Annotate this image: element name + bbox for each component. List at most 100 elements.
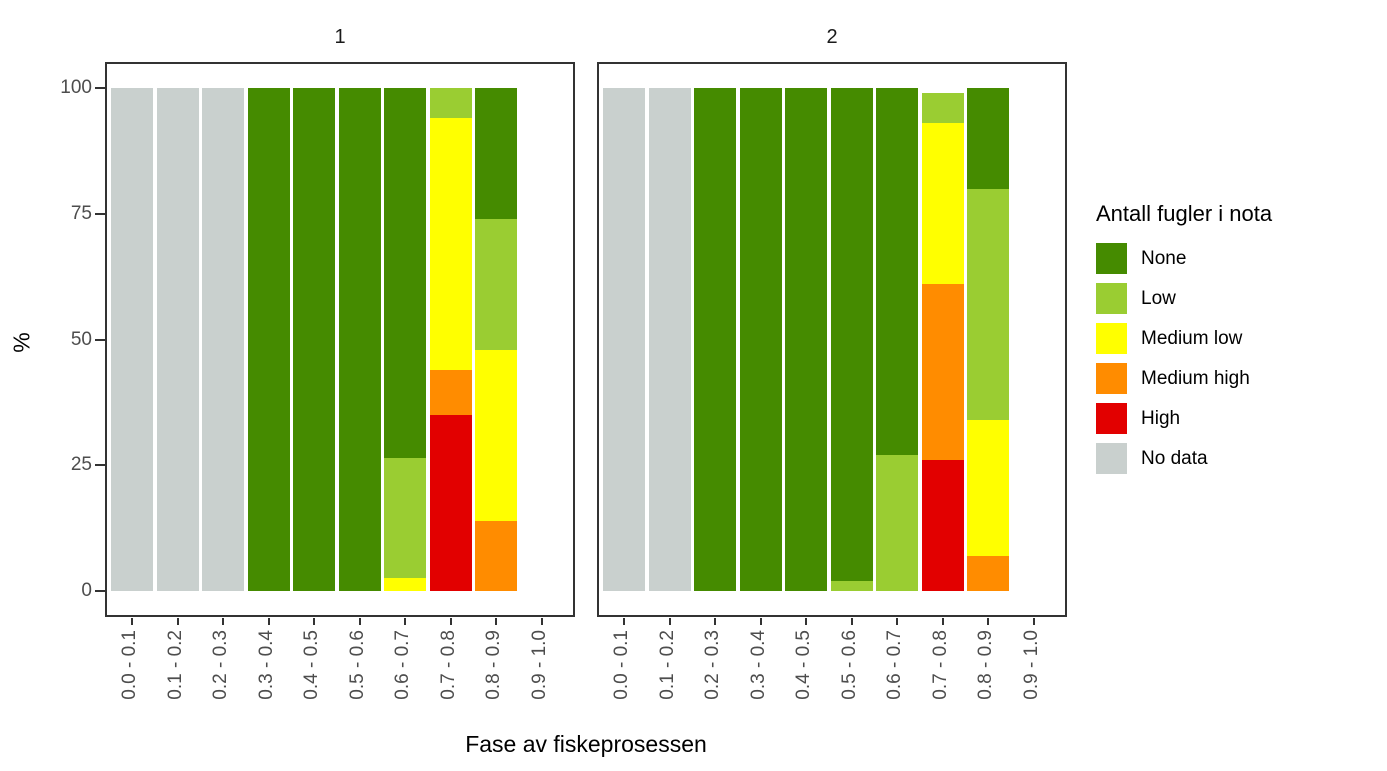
bar-segment-medium-high bbox=[429, 369, 472, 415]
y-axis-tick bbox=[95, 87, 105, 89]
bar-segment-low bbox=[830, 580, 873, 591]
bar-segment-high bbox=[429, 414, 472, 591]
x-tick-label: 0.5 - 0.6 bbox=[346, 630, 368, 700]
x-axis-tick bbox=[623, 618, 625, 625]
bar-segment-medium-high bbox=[475, 520, 517, 591]
legend-entry: Low bbox=[1096, 283, 1272, 314]
y-axis-tick bbox=[95, 464, 105, 467]
bar-segment-no-data bbox=[648, 88, 691, 591]
bar-segment-low bbox=[384, 457, 426, 579]
x-tick-label: 0.4 - 0.5 bbox=[793, 630, 814, 700]
bar-segment-medium-low bbox=[475, 349, 517, 521]
bar bbox=[475, 88, 517, 591]
x-axis-tick bbox=[222, 618, 224, 625]
legend-swatch-low bbox=[1096, 283, 1127, 314]
x-axis-tick bbox=[131, 618, 133, 625]
x-tick-label: 0.1 - 0.2 bbox=[656, 630, 678, 700]
y-tick-label: 100 bbox=[60, 77, 92, 98]
bar bbox=[739, 88, 782, 591]
y-tick-label: 25 bbox=[70, 454, 92, 476]
legend-swatch-medium-low bbox=[1096, 323, 1127, 354]
bar bbox=[1013, 88, 1055, 591]
bar bbox=[338, 88, 381, 591]
x-axis-tick bbox=[850, 618, 853, 625]
legend-label: Medium low bbox=[1141, 327, 1243, 349]
legend-entry: Medium low bbox=[1096, 323, 1272, 354]
x-axis-tick bbox=[404, 618, 406, 625]
legend-title: Antall fugler i nota bbox=[1096, 201, 1273, 226]
bar-segment-none bbox=[384, 88, 426, 458]
bar bbox=[830, 88, 873, 591]
bar-segment-none bbox=[694, 88, 736, 591]
bar bbox=[202, 88, 244, 591]
bar bbox=[429, 87, 472, 591]
bar-segment-none bbox=[785, 88, 827, 591]
bar-segment-low bbox=[876, 455, 918, 591]
x-axis-tick bbox=[941, 618, 944, 625]
bar bbox=[156, 88, 199, 591]
legend-label: None bbox=[1141, 247, 1187, 269]
x-axis-tick bbox=[896, 618, 898, 625]
bar bbox=[111, 88, 153, 591]
x-axis-tick bbox=[495, 618, 497, 625]
bar bbox=[521, 88, 563, 591]
bar-segment-no-data bbox=[111, 88, 153, 591]
x-tick-label: 0.4 - 0.5 bbox=[301, 630, 322, 700]
bar-segment-no-data bbox=[603, 88, 645, 591]
x-tick-label: 0.7 - 0.8 bbox=[929, 630, 951, 700]
x-tick-label: 0.9 - 1.0 bbox=[528, 630, 550, 700]
x-axis-tick bbox=[449, 618, 452, 625]
legend-swatch-no-data bbox=[1096, 443, 1127, 474]
x-axis-tick bbox=[176, 618, 179, 625]
legend-swatch-high bbox=[1096, 403, 1127, 434]
x-axis-tick bbox=[313, 618, 315, 625]
x-axis-tick bbox=[668, 618, 671, 625]
x-axis-tick bbox=[805, 618, 807, 625]
bar-segment-none bbox=[338, 88, 381, 591]
x-tick-label: 0.3 - 0.4 bbox=[747, 630, 769, 700]
legend-label: No data bbox=[1141, 447, 1208, 469]
bar bbox=[648, 88, 691, 591]
x-tick-label: 0.1 - 0.2 bbox=[164, 630, 186, 700]
x-tick-label: 0.2 - 0.3 bbox=[210, 630, 231, 700]
bar bbox=[603, 88, 645, 591]
legend-swatch-medium-high bbox=[1096, 363, 1127, 394]
x-axis-tick bbox=[759, 618, 762, 625]
bar-segment-medium-high bbox=[967, 555, 1009, 591]
x-axis-tick bbox=[267, 618, 270, 625]
bar-segment-none bbox=[967, 88, 1009, 189]
legend: Antall fugler i nota None Low Medium low Me… bbox=[1096, 201, 1272, 483]
bar-segment-none bbox=[830, 88, 873, 581]
y-tick-label: 75 bbox=[70, 202, 92, 224]
bar-segment-no-data bbox=[202, 88, 244, 591]
x-axis-tick bbox=[540, 618, 543, 625]
bar-segment-no-data bbox=[156, 88, 199, 591]
legend-entry: No data bbox=[1096, 443, 1272, 474]
x-tick-label: 0.8 - 0.9 bbox=[483, 630, 504, 700]
x-tick-label: 0.7 - 0.8 bbox=[437, 630, 459, 700]
panel-title: 1 bbox=[334, 26, 346, 48]
bar bbox=[967, 88, 1009, 591]
x-tick-label: 0.0 - 0.1 bbox=[611, 630, 632, 700]
y-axis-tick bbox=[95, 338, 105, 341]
bar-segment-medium-low bbox=[967, 420, 1009, 556]
bar-segment-none bbox=[247, 88, 290, 591]
bar bbox=[293, 88, 335, 591]
x-tick-label: 0.6 - 0.7 bbox=[884, 630, 905, 700]
bar-segment-low bbox=[475, 218, 517, 350]
y-tick-label: 0 bbox=[81, 580, 92, 601]
x-axis-tick bbox=[1032, 618, 1035, 625]
bar-segment-low bbox=[429, 87, 472, 119]
bar bbox=[785, 88, 827, 591]
legend-entry: Medium high bbox=[1096, 363, 1272, 394]
y-tick-label: 50 bbox=[70, 328, 92, 350]
bar-segment-medium-low bbox=[384, 578, 426, 591]
x-tick-label: 0.2 - 0.3 bbox=[702, 630, 723, 700]
bar-segment-none bbox=[739, 88, 782, 591]
legend-swatch-none bbox=[1096, 243, 1127, 274]
bar bbox=[384, 88, 426, 591]
bar-segment-medium-low bbox=[921, 123, 964, 285]
bar-segment-high bbox=[921, 460, 964, 591]
y-axis-tick bbox=[95, 212, 105, 215]
